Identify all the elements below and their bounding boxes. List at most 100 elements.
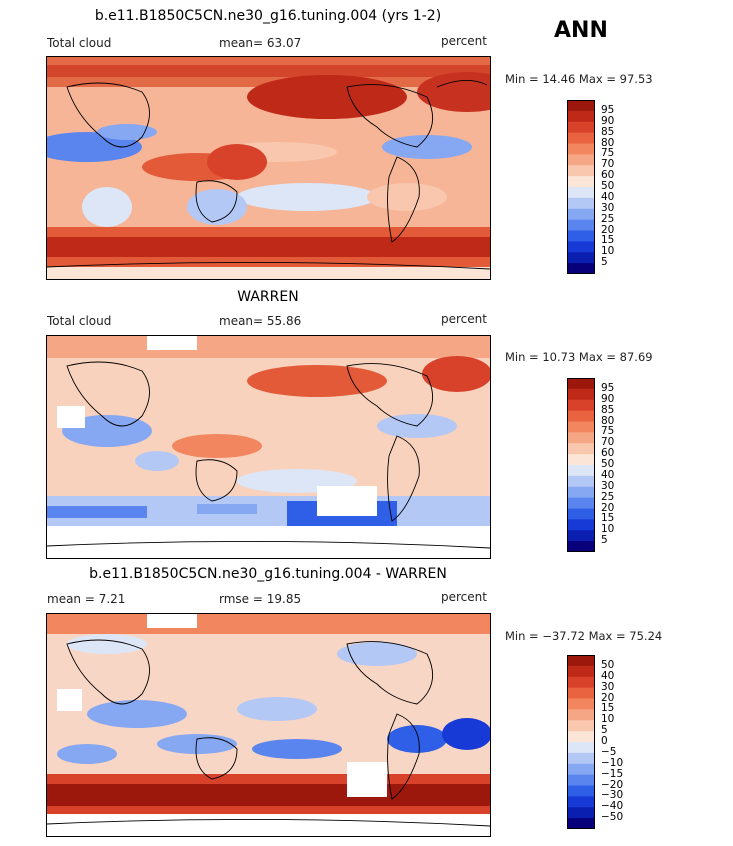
colorbar-swatch <box>567 187 595 199</box>
panel-title: WARREN <box>237 289 299 305</box>
min-max-label: Min = 14.46 Max = 97.53 <box>505 72 653 86</box>
colorbar-swatch <box>567 252 595 264</box>
colorbar-tick-label: 5 <box>601 256 608 269</box>
colorbar-tick-label: 10 <box>601 713 615 726</box>
colorbar-tick-label: 50 <box>601 658 615 671</box>
colorbar-tick-label: 15 <box>601 702 615 715</box>
colorbar-tick-label: 90 <box>601 392 615 405</box>
colorbar-swatch <box>567 454 595 466</box>
colorbar-tick-label: 40 <box>601 468 615 481</box>
colorbar-swatch <box>567 818 595 829</box>
colorbar-tick-label: 60 <box>601 169 615 182</box>
colorbar-tick-label: −30 <box>601 789 624 802</box>
rmse-label: rmse = 19.85 <box>219 592 302 606</box>
colorbar-swatch <box>567 143 595 155</box>
colorbar-tick-label: −10 <box>601 756 624 769</box>
colorbar-swatch <box>567 110 595 123</box>
colorbar-swatch <box>567 465 595 477</box>
colorbar-swatch <box>567 230 595 242</box>
colorbar-swatch <box>567 519 595 531</box>
colorbar-swatch <box>567 443 595 455</box>
colorbar-swatch <box>567 410 595 422</box>
colorbar-swatch <box>567 263 595 274</box>
colorbar-swatch <box>567 399 595 412</box>
colorbar-swatch <box>567 796 595 808</box>
colorbar-tick-label: 50 <box>601 458 615 470</box>
colorbar-tick-label: 95 <box>601 381 615 394</box>
colorbar-tick-label: 80 <box>601 414 615 427</box>
season-label: ANN <box>554 18 608 43</box>
colorbar-tick-label: 25 <box>601 212 615 225</box>
colorbar-swatch <box>567 665 595 678</box>
colorbar-swatch <box>567 785 595 797</box>
colorbar-tick-label: −15 <box>601 767 624 780</box>
colorbar-tick-label: 90 <box>601 114 615 127</box>
colorbar-tick-label: 80 <box>601 136 615 149</box>
colorbar-swatch <box>567 132 595 144</box>
units-label: percent <box>441 34 487 48</box>
colorbar-tick-label: 0 <box>601 735 608 747</box>
colorbar-swatch <box>567 388 595 401</box>
colorbar-swatch <box>567 541 595 552</box>
mean-label: mean= 63.07 <box>219 36 302 50</box>
colorbar-tick-label: 40 <box>601 669 615 682</box>
colorbar-tick-label: 30 <box>601 680 615 693</box>
colorbar-swatch <box>567 378 595 390</box>
colorbar-tick-label: −5 <box>601 745 617 758</box>
colorbar-swatch <box>567 497 595 509</box>
colorbar <box>567 100 595 274</box>
colorbar-swatch <box>567 698 595 710</box>
colorbar-tick-label: 5 <box>601 724 608 737</box>
colorbar-tick-label: 10 <box>601 245 615 258</box>
colorbar-swatch <box>567 219 595 231</box>
colorbar-swatch <box>567 165 595 177</box>
colorbar-tick-label: −50 <box>601 811 624 824</box>
cloud-map-model <box>46 56 491 280</box>
mean-label: mean= 55.86 <box>219 314 302 328</box>
colorbar-tick-label: 20 <box>601 691 615 704</box>
variable-label: Total cloud <box>47 36 112 50</box>
colorbar-swatch <box>567 774 595 786</box>
cloud-map-observed <box>46 335 491 559</box>
variable-label: Total cloud <box>47 314 112 328</box>
colorbar-tick-label: 20 <box>601 501 615 514</box>
colorbar-swatch <box>567 807 595 819</box>
colorbar-tick-label: 15 <box>601 512 615 525</box>
colorbar-tick-label: 85 <box>601 125 615 138</box>
colorbar-swatch <box>567 763 595 776</box>
colorbar-swatch <box>567 676 595 689</box>
colorbar-tick-label: 75 <box>601 147 615 160</box>
colorbar-swatch <box>567 432 595 444</box>
colorbar-tick-label: 70 <box>601 436 615 449</box>
colorbar-tick-label: −40 <box>601 800 624 813</box>
colorbar-tick-label: 20 <box>601 223 615 236</box>
colorbar-swatch <box>567 475 595 488</box>
colorbar-swatch <box>567 176 595 188</box>
colorbar-swatch <box>567 421 595 433</box>
colorbar-swatch <box>567 208 595 221</box>
colorbar-tick-label: 15 <box>601 234 615 247</box>
colorbar <box>567 655 595 829</box>
mean-label: mean = 7.21 <box>47 592 126 606</box>
colorbar-swatch <box>567 731 595 743</box>
colorbar-tick-label: 5 <box>601 534 608 547</box>
colorbar-tick-label: 25 <box>601 490 615 503</box>
min-max-label: Min = 10.73 Max = 87.69 <box>505 350 653 364</box>
colorbar-swatch <box>567 154 595 166</box>
colorbar-swatch <box>567 530 595 542</box>
colorbar-swatch <box>567 121 595 134</box>
colorbar-swatch <box>567 752 595 765</box>
colorbar-swatch <box>567 241 595 253</box>
colorbar-tick-label: 30 <box>601 201 615 214</box>
colorbar <box>567 378 595 552</box>
min-max-label: Min = −37.72 Max = 75.24 <box>505 629 663 643</box>
cloud-map-difference <box>46 613 491 837</box>
colorbar-tick-label: 60 <box>601 447 615 460</box>
colorbar-tick-label: 95 <box>601 103 615 116</box>
panel-title: b.e11.B1850C5CN.ne30_g16.tuning.004 - WA… <box>89 566 447 582</box>
colorbar-swatch <box>567 742 595 754</box>
colorbar-tick-label: 75 <box>601 425 615 438</box>
colorbar-tick-label: 40 <box>601 190 615 203</box>
units-label: percent <box>441 590 487 604</box>
colorbar-tick-label: 70 <box>601 158 615 171</box>
